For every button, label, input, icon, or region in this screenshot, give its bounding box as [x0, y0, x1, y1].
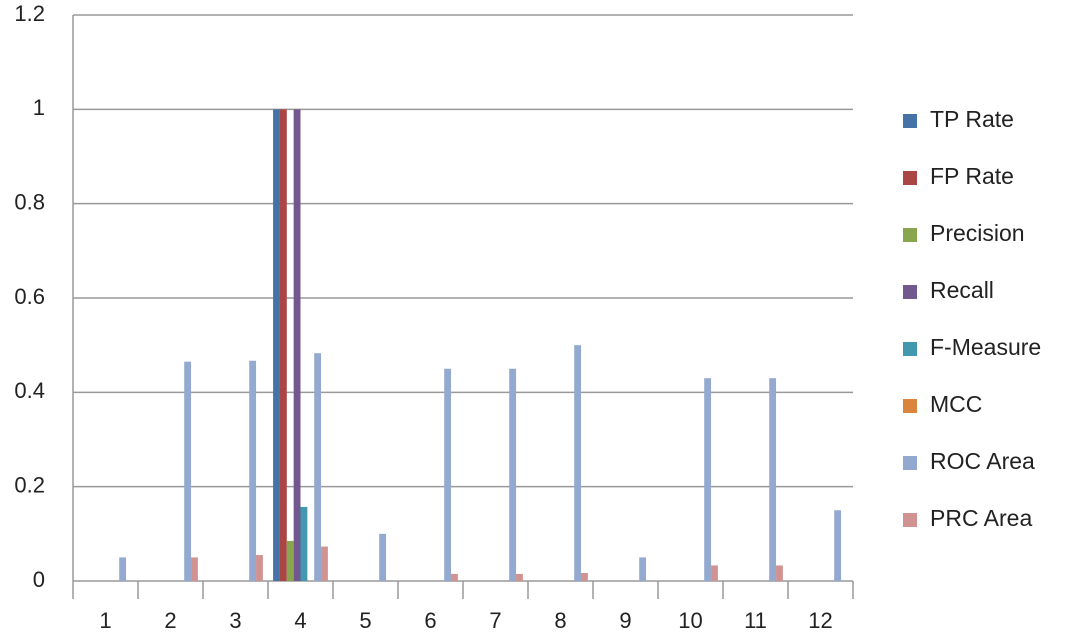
legend-swatch [903, 228, 917, 242]
legend-swatch [903, 171, 917, 185]
bar [314, 353, 322, 581]
legend-swatch [903, 456, 917, 470]
x-tick-label: 12 [808, 608, 832, 633]
legend-label: F-Measure [930, 334, 1041, 360]
x-tick-label: 9 [619, 608, 631, 633]
bar [379, 533, 387, 581]
bar [711, 565, 718, 581]
x-tick-label: 4 [294, 608, 306, 633]
legend-swatch [903, 285, 917, 299]
x-tick-label: 1 [99, 608, 111, 633]
bar [293, 109, 301, 581]
bar [834, 510, 842, 581]
legend-label: ROC Area [930, 448, 1035, 474]
legend-swatch [903, 342, 917, 356]
bar [256, 555, 263, 581]
y-tick-label: 0 [33, 567, 45, 592]
bar [509, 368, 517, 581]
bar [300, 506, 308, 581]
bar [191, 557, 198, 581]
y-tick-label: 1 [33, 95, 45, 120]
x-tick-label: 10 [678, 608, 702, 633]
x-tick-label: 8 [554, 608, 566, 633]
legend-swatch [903, 114, 917, 128]
bar [273, 109, 280, 581]
bar [581, 572, 588, 581]
bar [249, 360, 257, 581]
bar [444, 368, 452, 581]
legend-label: TP Rate [930, 106, 1014, 132]
bar [516, 573, 523, 581]
bar [451, 573, 458, 581]
bar [321, 546, 328, 581]
x-tick-label: 2 [164, 608, 176, 633]
y-tick-label: 0.8 [14, 189, 45, 214]
bar [639, 557, 647, 581]
x-tick-label: 3 [229, 608, 241, 633]
bar [574, 345, 582, 581]
legend-label: Recall [930, 277, 994, 303]
legend-swatch [903, 399, 917, 413]
legend-label: FP Rate [930, 163, 1014, 189]
legend-swatch [903, 513, 917, 527]
bar [184, 361, 192, 581]
x-tick-label: 6 [424, 608, 436, 633]
y-tick-label: 0.4 [14, 378, 45, 403]
bar [119, 557, 127, 581]
bar [776, 565, 783, 581]
x-tick-label: 11 [744, 608, 767, 633]
bar [286, 540, 294, 581]
legend-label: Precision [930, 220, 1025, 246]
x-tick-label: 5 [359, 608, 371, 633]
legend-label: MCC [930, 391, 982, 417]
x-tick-label: 7 [489, 608, 501, 633]
y-tick-label: 0.6 [14, 284, 45, 309]
bar [704, 378, 712, 581]
y-tick-label: 0.2 [14, 472, 45, 497]
y-tick-label: 1.2 [14, 1, 45, 26]
bar [769, 378, 777, 581]
legend-label: PRC Area [930, 505, 1032, 531]
bar [279, 109, 287, 581]
